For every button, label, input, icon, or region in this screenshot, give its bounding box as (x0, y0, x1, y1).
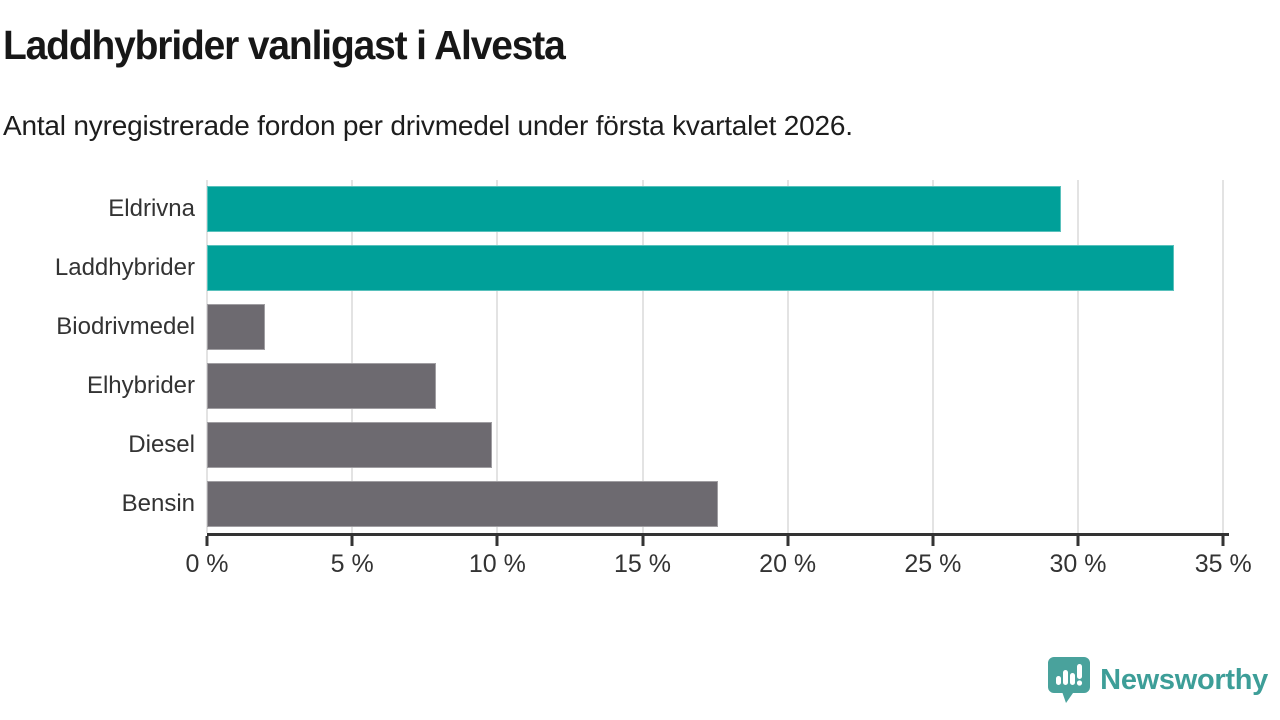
x-tick-label: 30 % (1049, 550, 1107, 578)
category-label-bensin: Bensin (121, 489, 195, 517)
category-label-eldrivna: Eldrivna (108, 195, 195, 223)
gridline (496, 180, 499, 533)
bar-eldrivna (207, 186, 1061, 233)
x-tick-label: 5 % (330, 550, 374, 578)
newsworthy-logo: Newsworthy (1047, 656, 1268, 704)
x-tick-label: 15 % (614, 550, 671, 578)
gridline (206, 180, 208, 533)
x-tick-mark (350, 536, 354, 546)
x-tick-label: 10 % (468, 550, 526, 578)
gridline (1077, 180, 1080, 533)
chart-subtitle: Antal nyregistrerade fordon per drivmede… (3, 110, 853, 141)
newsworthy-brand-text: Newsworthy (1100, 663, 1268, 696)
gridline (786, 180, 789, 533)
bar-row (207, 239, 1229, 298)
x-tick-label: 0 % (185, 550, 229, 578)
gridline (931, 180, 934, 533)
bar-row (207, 415, 1229, 474)
bar-row (207, 357, 1229, 416)
bar-diesel (207, 421, 492, 468)
category-label-biodrivmedel: Biodrivmedel (56, 313, 195, 341)
category-label-diesel: Diesel (128, 430, 195, 458)
category-axis-labels: Eldrivna Laddhybrider Biodrivmedel Elhybrid… (0, 180, 195, 533)
x-tick-mark (1076, 536, 1080, 546)
gridline (351, 180, 354, 533)
plot-area (206, 180, 1229, 536)
category-label-laddhybrider: Laddhybrider (54, 254, 195, 282)
chart-title: Laddhybrider vanligast i Alvesta (3, 22, 566, 68)
x-tick-label: 35 % (1194, 550, 1252, 578)
gridline (1222, 180, 1225, 533)
x-tick-mark (495, 536, 499, 546)
x-tick-mark (786, 536, 790, 546)
x-tick-mark (205, 536, 209, 546)
category-label-elhybrider: Elhybrider (86, 371, 195, 399)
newsworthy-chart-bubble-icon (1047, 656, 1091, 704)
bar-elhybrider (207, 362, 437, 409)
x-axis: 0 % 5 % 10 % 15 % 20 % 25 % 30 % 35 % (185, 536, 1252, 596)
x-tick-mark (641, 536, 644, 546)
x-tick-label: 20 % (759, 550, 817, 578)
bar-laddhybrider (207, 245, 1174, 292)
gridline (641, 180, 644, 533)
x-tick-mark (1221, 536, 1225, 546)
bar-bensin (207, 480, 718, 527)
x-tick-mark (931, 536, 935, 546)
bar-row (207, 180, 1229, 239)
bar-biodrivmedel (207, 304, 266, 351)
x-tick-label: 25 % (904, 550, 962, 578)
bar-row (207, 298, 1229, 357)
bar-row (207, 474, 1229, 533)
